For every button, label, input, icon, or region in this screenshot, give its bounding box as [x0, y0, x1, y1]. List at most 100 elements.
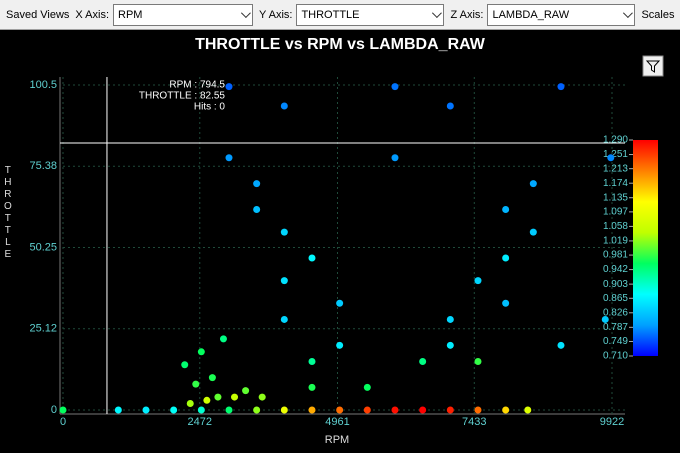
cursor-readout: RPM : 794.5: [169, 80, 225, 91]
colorbar: [633, 140, 658, 356]
point: [557, 83, 565, 91]
point: [253, 206, 261, 214]
cursor-readout: THROTTLE : 82.55: [139, 91, 226, 102]
point: [446, 102, 454, 110]
colorbar-tick-label: 1.290: [603, 135, 628, 146]
cursor-readout: Hits : 0: [194, 102, 226, 113]
point: [607, 154, 615, 162]
point: [502, 299, 510, 307]
point: [192, 380, 200, 388]
point: [502, 254, 510, 262]
x-tick-label: 4961: [325, 416, 349, 428]
point: [142, 406, 150, 414]
point: [280, 406, 288, 414]
x-axis-value: RPM: [118, 8, 143, 21]
x-axis-dropdown[interactable]: RPM: [113, 3, 254, 26]
x-tick-label: 0: [60, 416, 66, 428]
x-tick-label: 7433: [462, 416, 486, 428]
point: [225, 154, 233, 162]
point: [391, 154, 399, 162]
point: [114, 406, 122, 414]
y-axis-dropdown[interactable]: THROTTLE: [296, 3, 445, 26]
point: [170, 406, 178, 414]
z-axis-value: LAMBDA_RAW: [492, 8, 570, 21]
scales-button[interactable]: Scales: [641, 8, 675, 21]
z-axis-dropdown[interactable]: LAMBDA_RAW: [487, 3, 636, 26]
point: [474, 277, 482, 285]
point: [203, 396, 211, 404]
colorbar-tick-label: 1.174: [603, 178, 628, 189]
colorbar-tick-label: 0.981: [603, 250, 628, 261]
y-tick-label: 0: [51, 404, 57, 416]
point: [336, 299, 344, 307]
point: [363, 383, 371, 391]
point: [446, 341, 454, 349]
point: [529, 180, 537, 188]
point: [197, 348, 205, 356]
y-tick-label: 50.25: [29, 241, 57, 253]
point: [253, 406, 261, 414]
point: [601, 315, 609, 323]
point: [524, 406, 532, 414]
point: [225, 406, 233, 414]
colorbar-tick-label: 1.019: [603, 236, 628, 247]
toolbar: Saved Views X Axis: RPM Y Axis: THROTTLE…: [0, 0, 680, 30]
colorbar-tick-label: 1.213: [603, 163, 628, 174]
point: [391, 406, 399, 414]
point: [258, 393, 266, 401]
point: [308, 406, 316, 414]
colorbar-tick-label: 0.903: [603, 279, 628, 290]
point: [280, 102, 288, 110]
point: [242, 387, 250, 395]
z-axis-label: Z Axis:: [450, 8, 484, 21]
y-axis-title: THROTTLE: [2, 165, 13, 261]
y-tick-label: 25.12: [29, 323, 57, 335]
point: [280, 228, 288, 236]
colorbar-tick-label: 0.826: [603, 307, 628, 318]
point: [446, 315, 454, 323]
point: [308, 357, 316, 365]
colorbar-tick-label: 1.097: [603, 207, 628, 218]
point: [214, 393, 222, 401]
colorbar-tick-label: 1.135: [603, 192, 628, 203]
y-axis-value: THROTTLE: [301, 8, 360, 21]
y-tick-label: 100.5: [29, 79, 57, 91]
filter-button[interactable]: [642, 55, 664, 77]
x-axis-title: RPM: [325, 434, 349, 446]
point: [419, 406, 427, 414]
point: [219, 335, 227, 343]
x-tick-label: 2472: [188, 416, 212, 428]
point: [59, 406, 67, 414]
y-axis-label: Y Axis:: [259, 8, 293, 21]
point: [308, 254, 316, 262]
x-tick-label: 9922: [600, 416, 624, 428]
point: [181, 361, 189, 369]
point: [474, 406, 482, 414]
filter-box: [642, 55, 664, 77]
point: [336, 341, 344, 349]
point: [419, 357, 427, 365]
point: [208, 374, 216, 382]
colorbar-tick-label: 1.058: [603, 221, 628, 232]
point: [474, 357, 482, 365]
point: [557, 341, 565, 349]
saved-views[interactable]: Saved Views: [6, 8, 70, 21]
point: [502, 206, 510, 214]
colorbar-tick-label: 0.942: [603, 264, 628, 275]
point: [363, 406, 371, 414]
colorbar-tick-label: 0.710: [603, 351, 628, 362]
point: [186, 400, 194, 408]
point: [280, 315, 288, 323]
point: [502, 406, 510, 414]
point: [225, 83, 233, 91]
point: [308, 383, 316, 391]
colorbar-tick-label: 0.865: [603, 293, 628, 304]
point: [391, 83, 399, 91]
point: [253, 180, 261, 188]
point: [336, 406, 344, 414]
point: [280, 277, 288, 285]
filter-icon: [645, 60, 661, 73]
colorbar-tick-label: 0.749: [603, 336, 628, 347]
point: [231, 393, 239, 401]
